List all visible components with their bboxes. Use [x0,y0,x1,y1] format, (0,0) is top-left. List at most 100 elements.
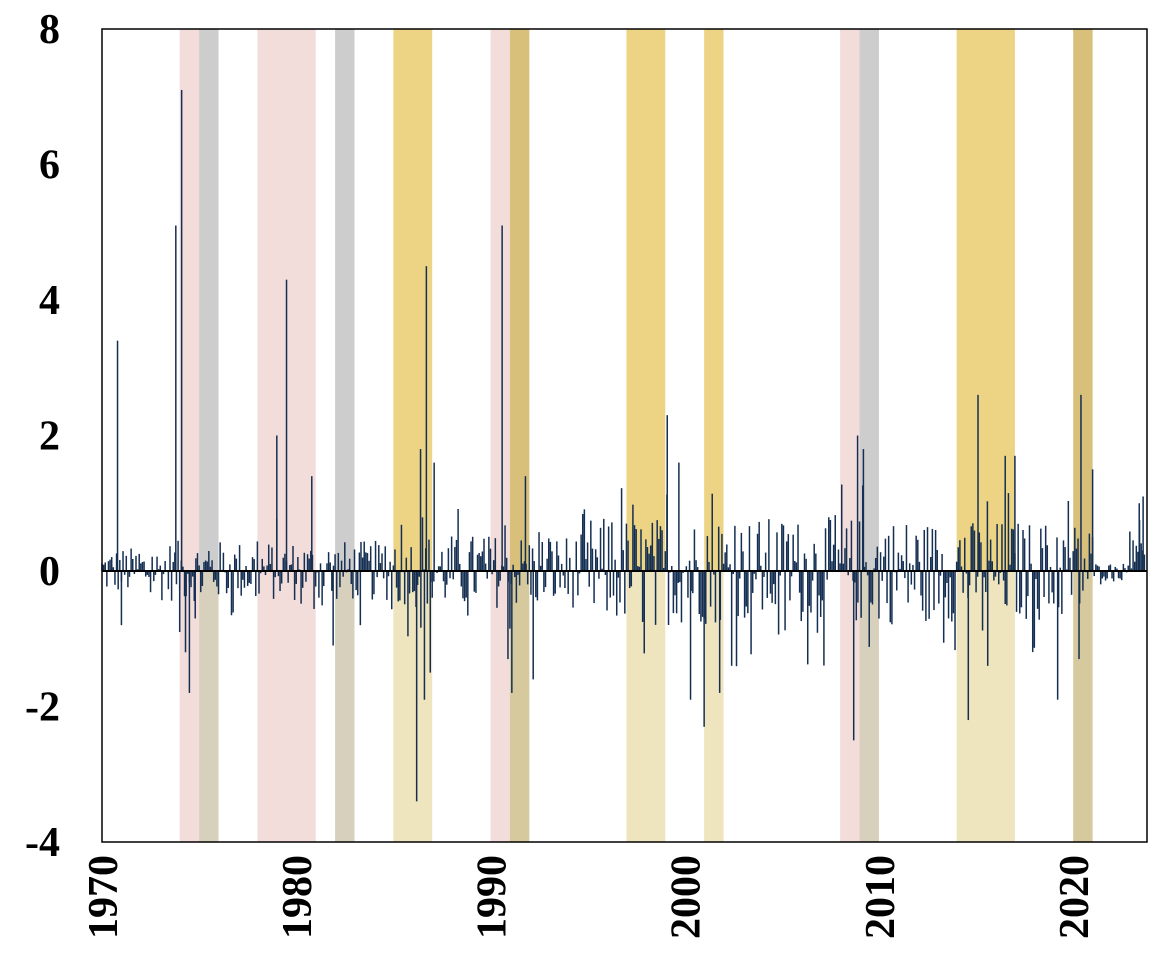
data-bar [798,571,801,593]
data-bar [949,571,951,578]
data-bar [986,571,989,666]
data-bar [1138,503,1140,571]
data-bar [965,571,968,574]
data-bar [368,560,370,571]
data-bar [531,548,534,571]
data-bar [612,571,615,596]
data-bar [1033,571,1036,648]
data-bar [497,571,500,587]
data-bar [266,565,268,571]
data-bar [182,566,184,571]
data-bar [154,571,157,575]
data-bar [178,571,181,632]
y-tick-label: -4 [25,820,60,866]
data-bar [577,571,579,596]
data-bar [371,571,374,600]
data-bar [837,549,840,571]
data-bar [625,523,628,571]
data-bar [394,549,396,571]
shaded-period-gray-lower [859,571,879,842]
y-tick-label: 2 [39,414,60,460]
data-bar [128,571,131,577]
x-tick-label: 1980 [275,855,321,939]
data-bar [628,571,631,589]
data-bar [873,568,875,571]
data-bar [389,561,391,571]
data-bar [319,563,322,571]
data-bar [959,540,961,571]
data-bar [931,528,934,571]
data-bar [499,571,501,581]
data-bar [819,571,822,618]
data-bar [876,546,879,571]
data-bar [968,571,971,586]
data-bar [928,571,930,619]
data-bar [853,571,856,583]
x-tick-label: 2000 [664,855,710,939]
data-bar [426,571,429,604]
data-bar [1080,394,1082,571]
data-bar [194,571,196,619]
shaded-period-gold-upper [956,29,1015,571]
data-bar [955,561,958,571]
data-bar [988,560,990,571]
data-bar [159,565,162,571]
data-bar [481,551,484,571]
data-bar [641,571,644,622]
data-bar [913,571,916,590]
plot-frame [101,28,1148,843]
data-bar [1098,566,1100,571]
data-bar [866,571,869,576]
data-bar [269,563,272,571]
x-tick-label: 2010 [858,855,904,939]
data-bar [297,557,299,571]
data-bar [183,571,186,597]
data-bar [399,571,401,601]
data-bar [1048,571,1050,604]
data-bar [902,561,904,571]
data-bar [1023,538,1026,571]
data-bar [212,571,215,582]
data-bar [795,562,798,571]
data-bar [1027,571,1029,597]
data-bar [954,571,956,651]
data-bar [277,571,280,577]
data-bar [878,571,880,619]
data-bar [821,571,824,601]
data-bar [1030,563,1032,571]
data-bar [674,571,676,596]
data-bar [547,538,550,571]
data-bar [675,571,678,614]
data-bar [282,557,285,571]
data-bar [933,571,935,611]
data-bar [802,571,804,612]
data-bar [491,571,493,575]
data-bar [666,415,668,571]
data-bar [743,571,746,618]
data-bar [904,571,906,579]
data-bar [413,571,416,592]
data-bar [480,556,482,571]
shaded-period-gray-upper [199,29,219,571]
data-bar [514,571,516,578]
data-bar [107,561,110,571]
shaded-periods [179,29,1093,842]
data-bar [632,504,634,571]
data-bar [1120,571,1123,581]
data-bar [467,571,469,616]
data-bar [824,528,827,571]
data-bar [860,571,862,618]
data-bar [471,536,474,571]
data-bar [905,525,908,571]
shaded-period-gold-upper [626,29,666,571]
data-bar [761,571,764,610]
data-bar [635,529,637,571]
data-bar [418,571,421,577]
data-bar [1049,566,1052,571]
data-bar [292,545,294,571]
data-bar [246,571,249,587]
data-bar [458,563,461,571]
data-bar [711,493,713,571]
data-bar [135,555,137,571]
data-bar [460,571,463,587]
